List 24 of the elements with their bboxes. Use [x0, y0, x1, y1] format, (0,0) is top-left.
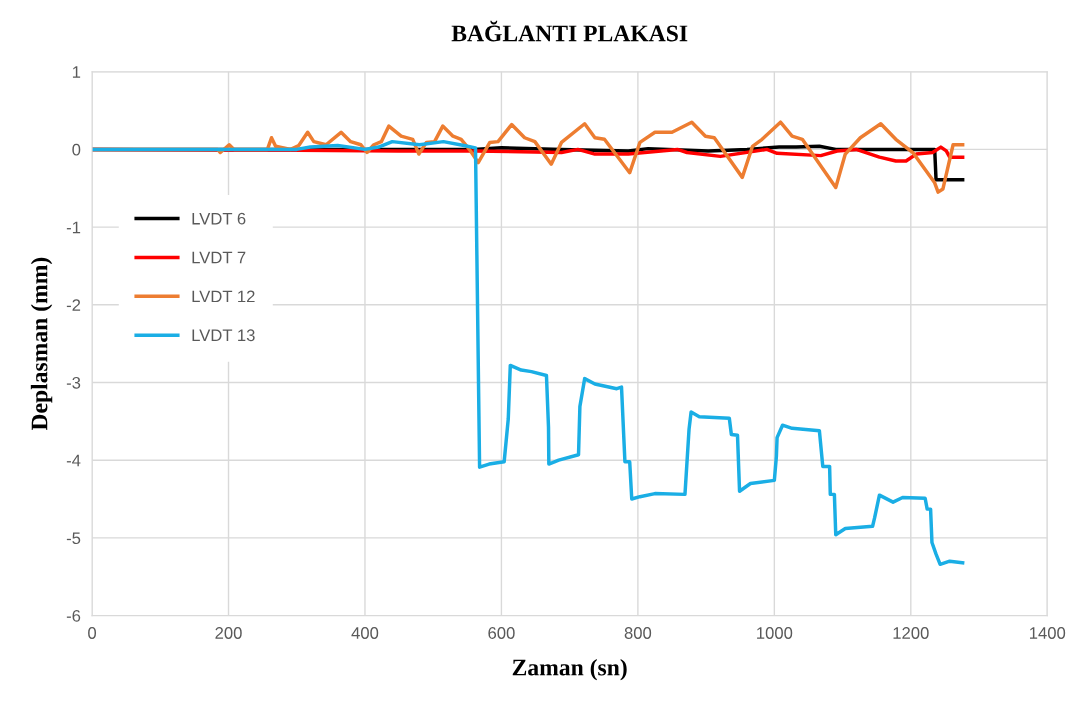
- legend-label: LVDT 7: [192, 251, 246, 264]
- x-tick-label: 400: [351, 627, 379, 639]
- x-tick-label: 600: [488, 627, 515, 639]
- x-tick-label: 1400: [1030, 627, 1066, 639]
- line-series: [92, 139, 965, 567]
- y-tick-label: -1: [66, 221, 81, 234]
- y-tick-label: -4: [66, 454, 81, 467]
- y-tick-label: -5: [66, 532, 81, 545]
- x-axis-title: Zaman (sn): [512, 658, 627, 681]
- y-tick-label: -2: [66, 299, 81, 311]
- x-tick-label: 1000: [757, 627, 793, 639]
- legend-label: LVDT 6: [192, 212, 246, 225]
- x-tick-label: 0: [88, 627, 97, 639]
- x-tick-label: 1200: [893, 627, 929, 639]
- y-tick-label: 1: [72, 66, 81, 78]
- y-axis-title: Deplasman (mm): [30, 257, 53, 431]
- legend-label: LVDT 13: [192, 329, 255, 342]
- x-tick-label: 800: [624, 627, 652, 639]
- chart-title: BAĞLANTI PLAKASI: [451, 20, 688, 42]
- legend-label: LVDT 12: [192, 290, 255, 303]
- y-tick-label: -6: [66, 609, 81, 622]
- y-tick-label: 0: [72, 143, 81, 156]
- x-tick-label: 200: [215, 627, 242, 639]
- y-tick-label: -3: [66, 376, 81, 389]
